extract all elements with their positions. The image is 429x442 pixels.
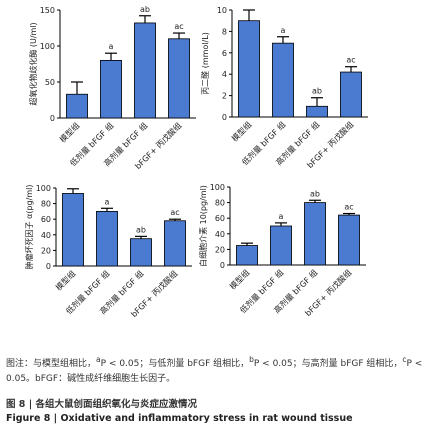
note-sup: c: [402, 355, 407, 364]
x-tick-label: 模型组: [227, 267, 251, 291]
significance-label: a: [105, 197, 110, 206]
note-text: 图注：与模型组相比，: [6, 359, 97, 369]
significance-label: a: [109, 42, 114, 51]
y-tick-label: 50: [45, 78, 55, 87]
y-tick-label: 8: [222, 27, 227, 36]
y-tick-label: 60: [41, 215, 51, 224]
y-tick-label: 80: [215, 199, 225, 208]
note-text: P < 0.05；与低剂量 bFGF 组相比，: [100, 359, 250, 369]
bar: [270, 225, 292, 266]
figure-note: 图注：与模型组相比，aP < 0.05；与低剂量 bFGF 组相比，bP < 0…: [6, 352, 424, 387]
y-tick-label: 20: [215, 245, 225, 254]
y-tick-label: 0: [222, 113, 227, 122]
significance-label: a: [281, 26, 286, 35]
y-tick-label: 150: [40, 6, 55, 15]
figure-title-en: Figure 8 | Oxidative and inflammatory st…: [6, 413, 353, 424]
y-tick-label: 40: [41, 231, 51, 240]
y-tick-label: 0: [220, 261, 225, 270]
y-tick-label: 80: [41, 200, 51, 209]
y-tick-label: 0: [50, 114, 55, 123]
bar: [168, 38, 190, 119]
y-axis-label: 肿瘤坏死因子 α(pg/ml): [24, 185, 34, 270]
bar: [62, 193, 84, 267]
bar: [238, 20, 260, 118]
y-tick-label: 60: [215, 214, 225, 223]
bar: [338, 214, 360, 266]
x-tick-label: 模型组: [57, 120, 81, 144]
x-tick-label: 模型组: [229, 119, 253, 143]
bar: [272, 42, 294, 118]
significance-label: ab: [140, 5, 150, 14]
significance-label: ac: [170, 208, 179, 217]
figure-title-cn: 图 8 | 各组大鼠创面组织氧化与炎症应激情况: [6, 399, 198, 410]
y-tick-label: 0: [46, 262, 51, 271]
y-axis-label: 超氧化物歧化酶 (U/ml): [28, 22, 38, 105]
y-tick-label: 6: [222, 49, 227, 58]
y-tick-label: 40: [215, 230, 225, 239]
bar: [236, 245, 258, 266]
bar: [96, 210, 118, 267]
y-tick-label: 100: [36, 184, 51, 193]
y-tick-label: 20: [41, 246, 51, 255]
bar: [134, 22, 156, 119]
significance-label: a: [279, 212, 284, 221]
note-sup: b: [249, 355, 254, 364]
significance-label: ab: [136, 225, 146, 234]
y-tick-label: 4: [222, 70, 227, 79]
bar: [66, 93, 88, 119]
bar: [164, 220, 186, 267]
significance-label: ab: [310, 189, 320, 198]
y-axis-label: 白细胞介素 10(pg/ml): [198, 185, 208, 267]
bar: [304, 202, 326, 266]
y-tick-label: 2: [222, 92, 227, 101]
note-text: P < 0.05。bFGF：碱性成纤维细胞生长因子。: [6, 359, 423, 384]
y-tick-label: 100: [210, 183, 225, 192]
significance-label: ac: [346, 56, 355, 65]
note-text: P < 0.05；与高剂量 bFGF 组相比，: [253, 359, 403, 369]
note-sup: a: [96, 355, 101, 364]
significance-label: ac: [344, 203, 353, 212]
x-tick-label: 模型组: [53, 268, 77, 292]
y-tick-label: 10: [217, 6, 227, 15]
bar: [340, 71, 362, 118]
bar: [306, 105, 328, 118]
bar: [100, 60, 122, 119]
significance-label: ab: [312, 87, 322, 96]
y-axis-label: 丙二醛 (mmol/L): [200, 32, 210, 95]
significance-label: ac: [174, 22, 183, 31]
y-tick-label: 100: [40, 42, 55, 51]
bar: [130, 238, 152, 267]
